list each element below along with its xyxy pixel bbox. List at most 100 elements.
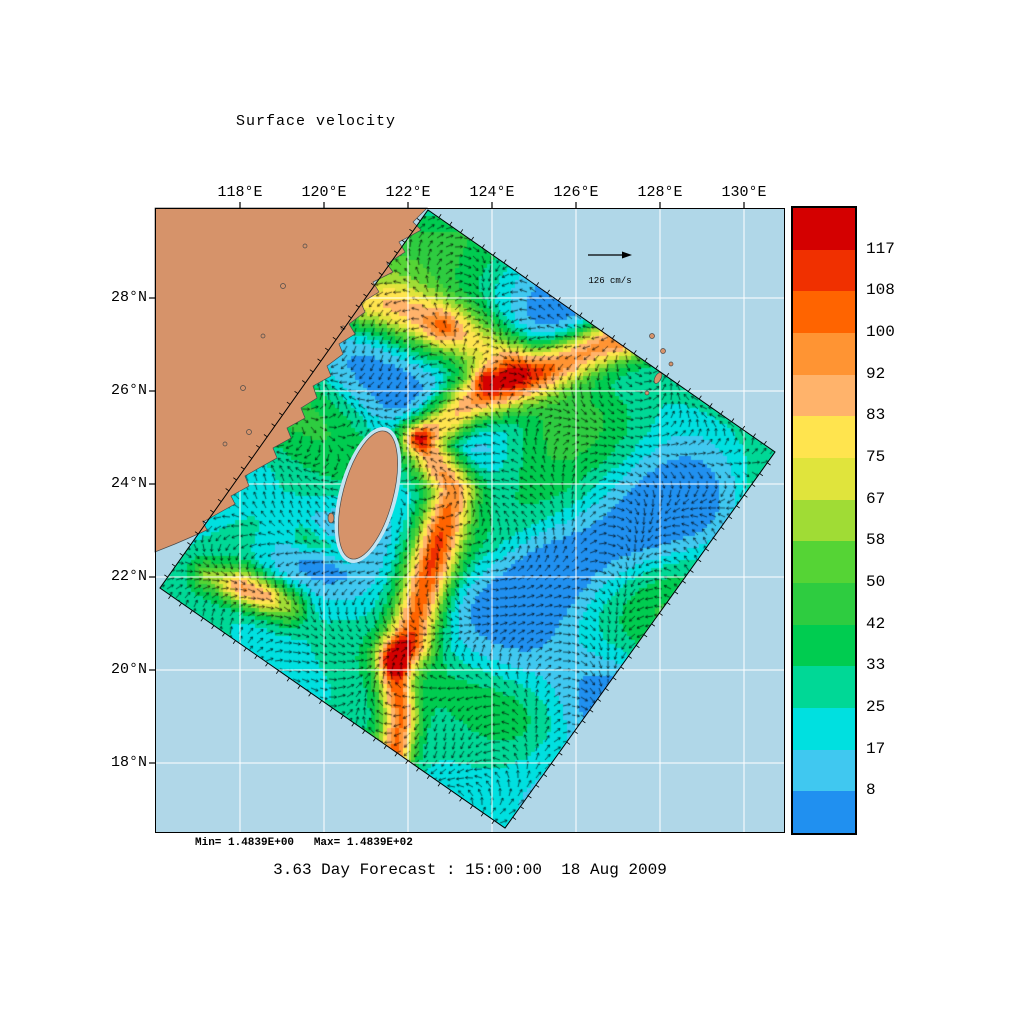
coastal-island bbox=[222, 441, 228, 447]
domain-grid-tick bbox=[471, 236, 474, 241]
reference-arrow-label: 126 cm/s bbox=[588, 276, 632, 286]
domain-grid-tick bbox=[233, 477, 237, 481]
domain-grid-tick bbox=[579, 312, 583, 317]
x-tick-label: 124°E bbox=[469, 184, 515, 201]
ryukyu-island bbox=[649, 333, 655, 339]
domain-grid-tick bbox=[324, 347, 329, 351]
domain-grid-tick bbox=[633, 350, 637, 354]
colorbar-band bbox=[793, 249, 855, 292]
domain-grid-tick bbox=[709, 403, 713, 407]
coastal-island bbox=[240, 385, 246, 391]
domain-grid-tick bbox=[492, 251, 496, 256]
domain-grid-tick bbox=[279, 412, 283, 416]
domain-grid-tick bbox=[210, 509, 214, 513]
domain-grid-tick bbox=[674, 591, 679, 595]
domain-grid-tick bbox=[225, 488, 230, 492]
domain-grid-tick bbox=[736, 505, 740, 509]
domain-grid-tick bbox=[297, 685, 301, 690]
domain-grid-tick bbox=[546, 289, 550, 294]
x-tick-label: 126°E bbox=[553, 184, 599, 201]
domain-grid-tick bbox=[426, 775, 430, 780]
domain-grid-tick bbox=[527, 795, 532, 799]
x-tick-label: 122°E bbox=[385, 184, 431, 201]
domain-grid-tick bbox=[574, 730, 578, 734]
domain-grid-tick bbox=[202, 520, 207, 524]
domain-grid-tick bbox=[211, 625, 215, 630]
y-tick-label: 22°N bbox=[110, 568, 147, 585]
domain-grid-tick bbox=[437, 782, 441, 787]
domain-grid-tick bbox=[347, 315, 352, 319]
domain-grid-tick bbox=[222, 632, 226, 637]
colorbar-tick-label: 42 bbox=[866, 614, 886, 633]
colorbar-band bbox=[793, 749, 855, 792]
domain-grid-tick bbox=[558, 752, 563, 756]
domain-grid-tick bbox=[481, 244, 485, 249]
domain-grid-tick bbox=[551, 763, 555, 767]
domain-grid-tick bbox=[759, 473, 764, 477]
domain-grid-tick bbox=[666, 372, 670, 377]
domain-grid-tick bbox=[386, 261, 390, 265]
colorbar-tick-label: 50 bbox=[866, 573, 886, 591]
domain-grid-tick bbox=[620, 666, 625, 670]
colorbar-band bbox=[793, 332, 855, 375]
colorbar-tick-label: 17 bbox=[866, 739, 886, 758]
domain-grid-tick bbox=[263, 434, 268, 438]
domain-grid-tick bbox=[401, 239, 406, 243]
domain-grid-tick bbox=[200, 617, 204, 622]
domain-grid-tick bbox=[666, 602, 671, 606]
domain-grid-tick bbox=[248, 455, 253, 459]
domain-grid-tick bbox=[720, 410, 724, 415]
y-tick-label: 20°N bbox=[110, 661, 147, 678]
colorbar-band bbox=[793, 291, 855, 333]
domain-grid-tick bbox=[687, 387, 691, 392]
domain-grid-tick bbox=[698, 395, 702, 400]
colorbar-tick-label: 58 bbox=[866, 531, 886, 550]
domain-grid-tick bbox=[635, 645, 640, 649]
x-tick-label: 120°E bbox=[301, 184, 347, 201]
domain-grid-tick bbox=[317, 358, 322, 362]
caption: 3.63 Day Forecast : 15:00:00 18 Aug 2009 bbox=[273, 861, 667, 879]
domain-grid-tick bbox=[491, 820, 495, 825]
domain-grid-tick bbox=[363, 293, 367, 297]
domain-grid-tick bbox=[409, 228, 413, 232]
colorbar-tick-label: 92 bbox=[866, 364, 886, 383]
domain-grid-tick bbox=[309, 369, 314, 373]
colorbar-band bbox=[793, 624, 855, 667]
domain-grid-tick bbox=[682, 580, 686, 584]
domain-grid-tick bbox=[566, 741, 571, 745]
domain-grid-tick bbox=[520, 806, 524, 810]
domain-grid-tick bbox=[362, 730, 366, 735]
domain-grid-tick bbox=[351, 722, 355, 727]
domain-grid-tick bbox=[329, 707, 333, 712]
domain-grid-tick bbox=[514, 266, 518, 271]
plot-title: Surface velocity bbox=[236, 113, 397, 130]
domain-grid-tick bbox=[597, 698, 602, 702]
domain-grid-tick bbox=[164, 574, 168, 578]
reference-arrow-head bbox=[622, 251, 632, 259]
domain-grid-tick bbox=[286, 401, 291, 405]
domain-grid-tick bbox=[254, 655, 258, 660]
minmax-label: Min= 1.4839E+00 Max= 1.4839E+02 bbox=[195, 837, 413, 849]
map-border bbox=[155, 208, 785, 833]
domain-grid-tick bbox=[460, 229, 464, 233]
domain-grid-tick bbox=[612, 335, 615, 339]
domain-grid-tick bbox=[438, 214, 442, 218]
domain-grid-tick bbox=[767, 462, 771, 466]
domain-grid-tick bbox=[370, 282, 375, 286]
colorbar-band bbox=[793, 374, 855, 417]
domain-grid-tick bbox=[194, 531, 199, 535]
domain-grid-tick bbox=[256, 444, 260, 448]
domain-grid-tick bbox=[605, 688, 609, 692]
domain-grid-tick bbox=[286, 677, 290, 682]
domain-grid-tick bbox=[373, 737, 376, 742]
colorbar-tick-label: 25 bbox=[866, 698, 886, 716]
colorbar-tick-label: 67 bbox=[866, 489, 886, 508]
domain-grid-tick bbox=[697, 559, 702, 563]
coastal-island bbox=[280, 283, 286, 289]
domain-grid-tick bbox=[459, 797, 463, 802]
domain-grid-tick bbox=[449, 221, 453, 226]
domain-grid-tick bbox=[655, 365, 659, 370]
domain-grid-tick bbox=[179, 552, 184, 556]
colorbar-band bbox=[793, 416, 855, 458]
